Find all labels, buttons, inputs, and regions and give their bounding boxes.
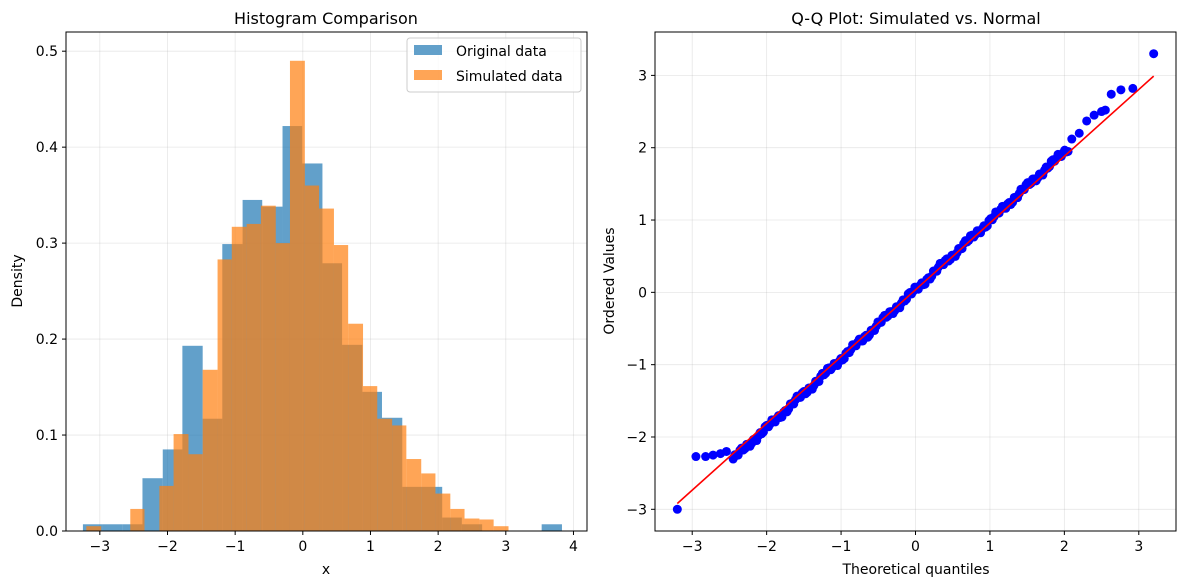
qq-point (672, 504, 682, 514)
qq-title: Q-Q Plot: Simulated vs. Normal (791, 9, 1041, 28)
histogram-x-ticks: −3 −2 −1 0 1 2 3 4 (90, 531, 578, 555)
bar-simulated (493, 526, 509, 531)
bar-simulated (421, 473, 436, 531)
qq-y-ticks: −3 −2 −1 0 1 2 3 (626, 68, 655, 518)
y-tick-label: 3 (638, 68, 647, 84)
y-tick-label: 0.2 (36, 332, 58, 348)
qq-reference-line (676, 75, 1155, 505)
y-tick-label: 0.3 (36, 236, 58, 252)
x-tick-label: 1 (985, 539, 994, 555)
legend-swatch-simulated (414, 70, 442, 80)
bar-simulated (377, 418, 393, 531)
y-tick-label: 0.4 (36, 140, 58, 156)
x-tick-label: −3 (90, 539, 111, 555)
histogram-bars (82, 60, 562, 532)
histogram-panel: −3 −2 −1 0 1 2 3 4 0.0 0.1 0.2 0.3 0.4 0.5 Histogram… (10, 9, 588, 578)
y-tick-label: 0.1 (36, 428, 58, 444)
qq-x-label: Theoretical quantiles (841, 562, 989, 578)
y-tick-label: −2 (626, 430, 647, 446)
bar-simulated (130, 508, 145, 531)
y-tick-label: 0.0 (36, 524, 58, 540)
x-tick-label: 2 (1060, 539, 1069, 555)
qq-point (1067, 134, 1077, 144)
legend-label-simulated: Simulated data (456, 69, 563, 85)
y-tick-label: 0 (638, 285, 647, 301)
x-tick-label: −2 (756, 539, 777, 555)
bar-simulated (348, 323, 364, 531)
histogram-y-label: Density (10, 254, 26, 307)
histogram-legend: Original data Simulated data (406, 37, 582, 93)
bar-simulated (275, 243, 290, 531)
qq-point (721, 446, 731, 456)
y-tick-label: 0.5 (36, 44, 58, 60)
x-tick-label: −2 (157, 539, 178, 555)
qq-point (1100, 105, 1110, 115)
bar-simulated (406, 459, 422, 531)
bar-simulated (333, 245, 349, 532)
qq-point (1149, 49, 1159, 59)
bar-simulated (188, 454, 203, 531)
y-tick-label: −1 (626, 358, 647, 374)
histogram-axes-frame (65, 31, 588, 532)
x-tick-label: 3 (1134, 539, 1143, 555)
bar-simulated (159, 485, 174, 531)
legend-swatch-original (414, 45, 442, 55)
qq-point (691, 452, 701, 462)
qq-point (1074, 128, 1084, 138)
x-tick-label: 0 (298, 539, 307, 555)
qq-point (1106, 89, 1116, 99)
qq-point (701, 452, 711, 462)
legend-label-original: Original data (456, 44, 547, 60)
x-tick-label: 2 (434, 539, 443, 555)
y-tick-label: −3 (626, 502, 647, 518)
bar-simulated (260, 205, 276, 532)
bar-simulated (173, 434, 189, 531)
legend-box (406, 37, 582, 93)
qq-x-ticks: −3 −2 −1 0 1 2 3 (682, 531, 1143, 555)
bar-simulated (231, 226, 247, 531)
qq-point (1063, 146, 1073, 156)
qq-point (1116, 85, 1126, 95)
qq-fit-line (676, 75, 1155, 505)
x-tick-label: −1 (831, 539, 852, 555)
bar-simulated (86, 526, 102, 531)
y-tick-label: 1 (638, 213, 647, 229)
qq-point (708, 450, 718, 460)
bar-simulated (289, 60, 305, 532)
histogram-title: Histogram Comparison (234, 9, 418, 28)
x-tick-label: 1 (366, 539, 375, 555)
bar-original (102, 524, 123, 531)
bar-simulated (304, 185, 320, 532)
x-tick-label: −3 (682, 539, 703, 555)
histogram-x-label: x (322, 562, 330, 578)
bar-simulated (450, 508, 465, 531)
bar-simulated (479, 519, 494, 531)
bar-simulated (217, 259, 232, 531)
qq-plot-panel: −3 −2 −1 0 1 2 3 −3 −2 −1 0 1 2 3 Q-Q Plot: Simulate… (602, 9, 1177, 578)
x-tick-label: −1 (225, 539, 246, 555)
qq-point (1082, 116, 1092, 126)
qq-y-label: Ordered Values (602, 227, 618, 334)
bar-original (142, 478, 163, 531)
bar-simulated (464, 518, 480, 531)
bar-simulated (435, 493, 451, 531)
bar-simulated (202, 369, 218, 531)
bar-simulated (319, 208, 334, 532)
histogram-y-ticks: 0.0 0.1 0.2 0.3 0.4 0.5 (36, 44, 66, 540)
qq-point (1089, 110, 1099, 120)
qq-point (1128, 83, 1138, 93)
bar-simulated (246, 223, 261, 531)
bar-simulated (392, 425, 407, 531)
y-tick-label: 2 (638, 141, 647, 157)
bar-original (541, 524, 562, 531)
bar-simulated (363, 386, 378, 531)
x-tick-label: 3 (501, 539, 510, 555)
x-tick-label: 4 (569, 539, 578, 555)
x-tick-label: 0 (911, 539, 920, 555)
